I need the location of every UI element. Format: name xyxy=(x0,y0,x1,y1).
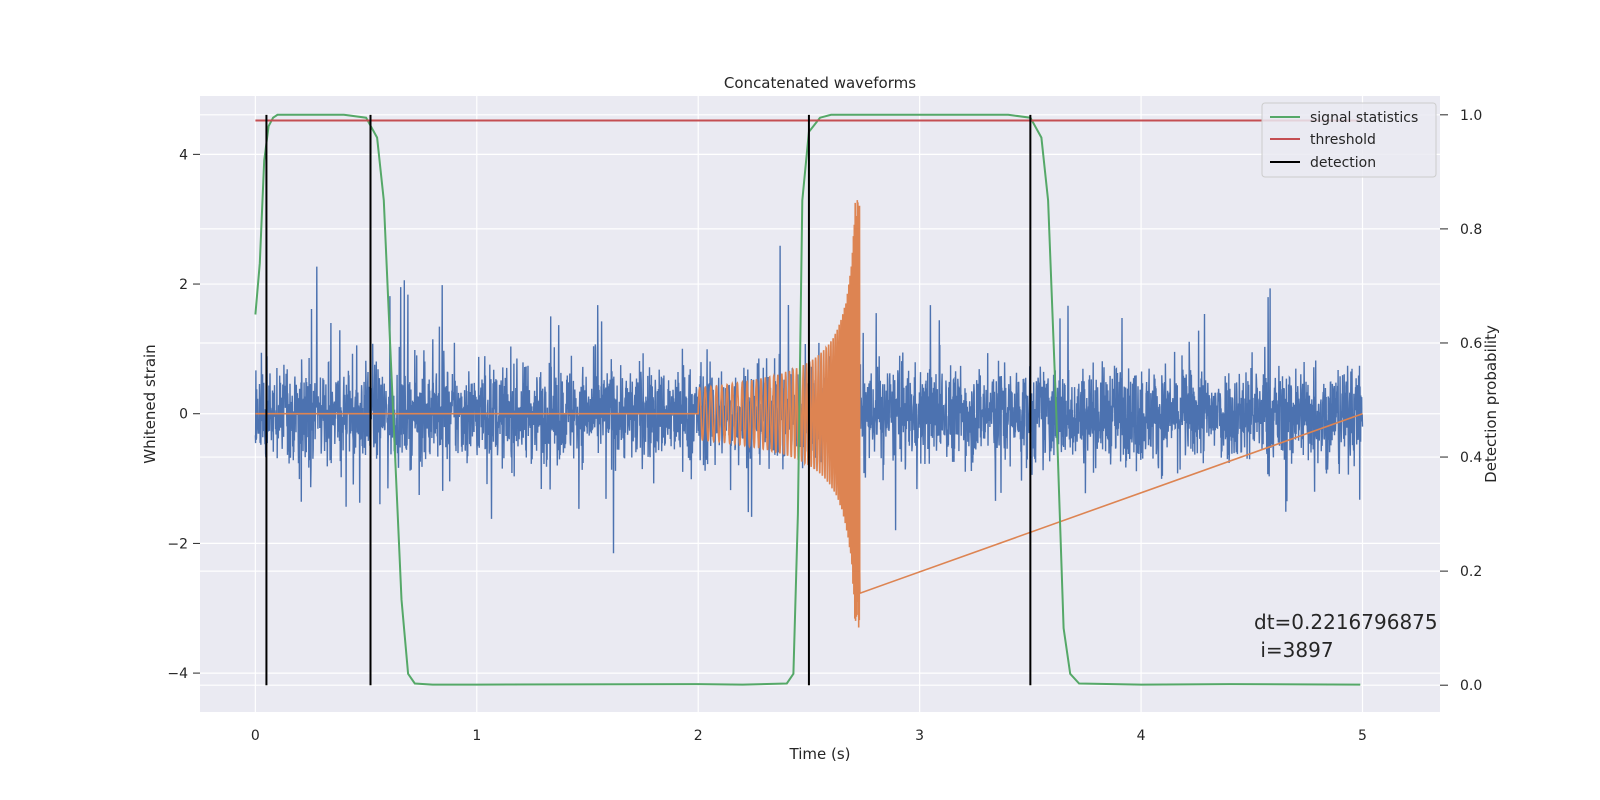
y-tick-label: 2 xyxy=(179,277,188,293)
y-axis-label: Whitened strain xyxy=(141,344,159,463)
x-tick-label: 3 xyxy=(915,728,924,744)
legend-box xyxy=(1261,102,1437,178)
y2-tick-label: 0.8 xyxy=(1460,222,1482,238)
legend: signal statistics threshold detection xyxy=(1261,102,1437,178)
chart-title: Concatenated waveforms xyxy=(724,74,916,92)
injected-signal-trace xyxy=(255,200,1363,628)
y2-tick-label: 0.4 xyxy=(1460,450,1482,466)
signal-statistics-series xyxy=(254,113,1361,686)
x-tick-label: 5 xyxy=(1358,728,1367,744)
y-tick-label: −4 xyxy=(167,666,188,682)
x-tick-label: 4 xyxy=(1137,728,1146,744)
y2-axis-ticks: 0.0 0.2 0.4 0.6 0.8 1.0 xyxy=(1440,108,1482,694)
y-tick-label: 0 xyxy=(179,407,188,423)
injected-signal-line xyxy=(255,200,1363,628)
y-axis-ticks: −4 −2 0 2 4 xyxy=(167,147,200,682)
y2-tick-label: 0.0 xyxy=(1460,678,1482,694)
x-tick-label: 2 xyxy=(694,728,703,744)
legend-label-detection: detection xyxy=(1310,155,1376,171)
annotation-dt: dt=0.2216796875 xyxy=(1254,610,1438,634)
y-tick-label: −2 xyxy=(167,536,188,552)
y2-tick-label: 0.2 xyxy=(1460,564,1482,580)
x-axis-label: Time (s) xyxy=(789,745,851,763)
y-tick-label: 4 xyxy=(179,147,188,163)
y2-tick-label: 1.0 xyxy=(1460,108,1482,124)
annotation: dt=0.2216796875 i=3897 xyxy=(1254,610,1438,662)
x-axis-ticks: 0 1 2 3 4 5 xyxy=(251,728,1367,744)
annotation-index: i=3897 xyxy=(1254,638,1334,662)
signal-statistics-line xyxy=(254,113,1361,686)
y2-axis-label: Detection probability xyxy=(1482,325,1500,483)
x-tick-label: 1 xyxy=(472,728,481,744)
legend-label-threshold: threshold xyxy=(1310,132,1376,148)
x-tick-label: 0 xyxy=(251,728,260,744)
legend-label-signal-statistics: signal statistics xyxy=(1310,110,1418,126)
y2-tick-label: 0.6 xyxy=(1460,336,1482,352)
